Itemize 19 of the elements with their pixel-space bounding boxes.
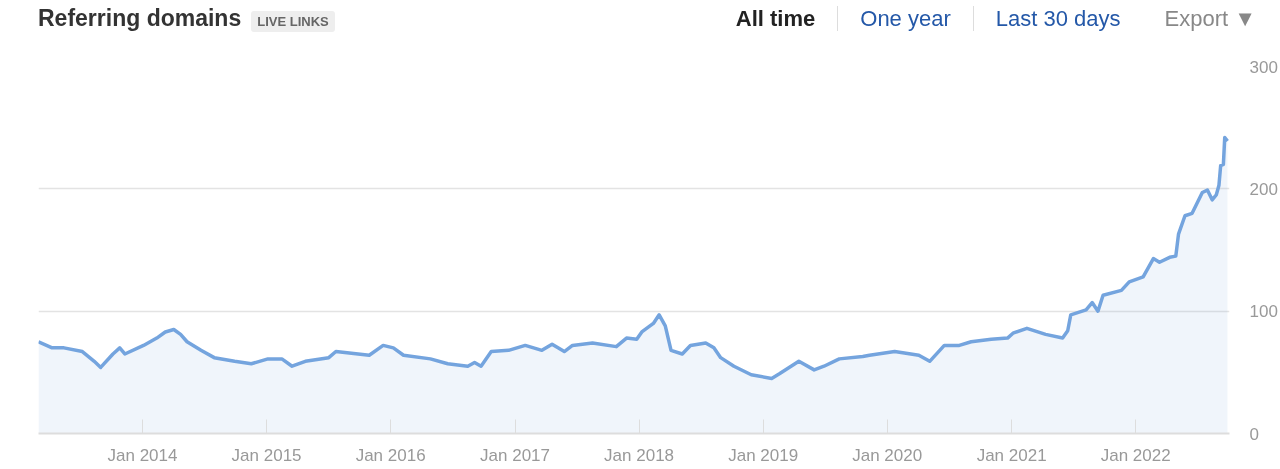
x-tick-label: Jan 2020 bbox=[852, 445, 923, 465]
text: All time bbox=[734, 5, 817, 31]
x-tick-label: Jan 2019 bbox=[728, 445, 799, 465]
text: LIVE LINKS bbox=[251, 11, 335, 32]
x-tick-label: Jan 2017 bbox=[480, 445, 551, 465]
y-tick-label: 200 bbox=[1249, 179, 1278, 199]
text: One year bbox=[837, 5, 973, 31]
text: Export ▼ bbox=[1163, 5, 1257, 31]
x-tick-label: Jan 2015 bbox=[231, 445, 302, 465]
y-tick-label: 100 bbox=[1249, 302, 1278, 322]
x-tick-label: Jan 2021 bbox=[976, 445, 1047, 465]
chart-title: Referring domains bbox=[38, 5, 242, 31]
y-tick-label: 300 bbox=[1249, 57, 1278, 77]
x-tick-label: Jan 2018 bbox=[604, 445, 675, 465]
text: Last 30 days bbox=[972, 5, 1143, 31]
x-tick-label: Jan 2014 bbox=[107, 445, 178, 465]
y-tick-label: 0 bbox=[1249, 424, 1259, 444]
x-tick-label: Jan 2016 bbox=[355, 445, 426, 465]
x-tick-label: Jan 2022 bbox=[1100, 445, 1171, 465]
